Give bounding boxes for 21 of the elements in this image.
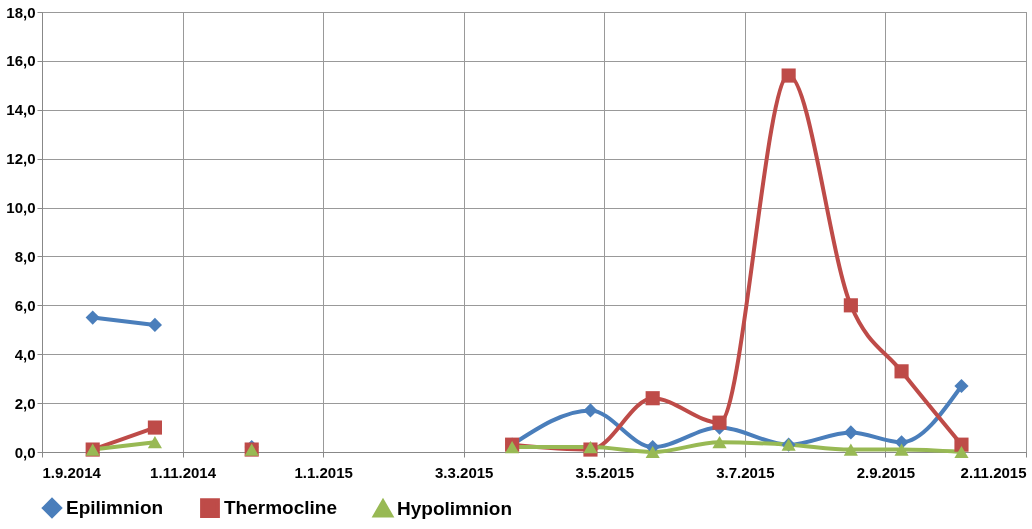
x-tick-label: 1.11.2014 [150, 463, 217, 481]
y-tick-label: 14,0 [6, 101, 36, 119]
y-tick-label: 12,0 [6, 150, 36, 168]
x-tick-label: 3.5.2015 [575, 463, 634, 481]
y-tick-label: 0,0 [14, 443, 36, 461]
x-tick-label: 3.7.2015 [716, 463, 775, 481]
y-tick-label: 16,0 [6, 52, 36, 70]
y-tick-label: 10,0 [6, 199, 36, 217]
legend-label: Thermocline [224, 497, 337, 519]
legend-label: Hypolimnion [397, 497, 513, 519]
x-tick-label: 2.11.2015 [960, 463, 1027, 481]
x-tick-label: 1.9.2014 [42, 463, 102, 481]
x-tick-label: 2.9.2015 [856, 463, 916, 481]
y-tick-label: 8,0 [14, 247, 36, 265]
legend-label: Epilimnion [66, 497, 164, 519]
y-tick-label: 4,0 [14, 345, 36, 363]
y-tick-label: 6,0 [14, 296, 36, 314]
x-tick-label: 3.3.2015 [435, 463, 494, 481]
y-tick-label: 2,0 [14, 394, 36, 412]
x-tick-label: 1.1.2015 [294, 463, 353, 481]
y-tick-label: 18,0 [6, 3, 36, 21]
